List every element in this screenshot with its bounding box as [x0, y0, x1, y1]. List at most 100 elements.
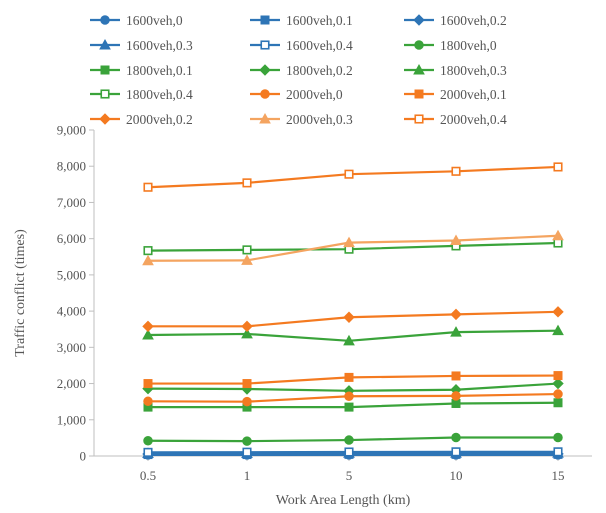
series: [143, 389, 563, 407]
legend-label: 1600veh,0.2: [440, 13, 507, 28]
data-point: [241, 320, 253, 333]
data-point: [242, 245, 252, 255]
legend-label: 2000veh,0.4: [440, 112, 507, 127]
data-point: [553, 432, 563, 443]
series: [143, 398, 563, 412]
x-tick-label: 10: [450, 468, 463, 483]
data-point: [242, 396, 252, 407]
data-point: [451, 432, 461, 443]
x-axis-ticks: 0.5 1 5 10 15: [140, 456, 565, 483]
data-point: [553, 398, 563, 408]
legend-label: 2000veh,0: [286, 87, 343, 102]
data-point: [242, 447, 252, 457]
data-point: [344, 372, 354, 382]
y-tick-label: 9,000: [57, 123, 86, 138]
legend-label: 1800veh,0.4: [126, 87, 193, 102]
data-point: [242, 178, 252, 188]
legend-item: 1800veh,0: [404, 38, 497, 53]
legend-marker: [99, 113, 111, 125]
data-point: [552, 306, 564, 318]
y-tick-label: 5,000: [57, 267, 86, 282]
legend-item: 2000veh,0.2: [90, 112, 193, 127]
data-point: [553, 371, 563, 381]
data-point: [143, 182, 153, 192]
data-point: [553, 389, 563, 399]
data-point: [450, 308, 462, 321]
data-point: [242, 379, 252, 389]
data-point: [450, 234, 462, 245]
legend-marker: [414, 114, 424, 124]
legend-label: 2000veh,0.2: [126, 112, 193, 127]
legend-label: 1600veh,0.3: [126, 38, 193, 53]
legend-marker: [413, 14, 425, 26]
legend-marker: [260, 89, 270, 99]
series: [142, 324, 564, 346]
data-point: [553, 162, 563, 172]
y-tick-label: 6,000: [57, 231, 86, 246]
data-point: [451, 371, 461, 381]
series-line: [147, 329, 559, 342]
data-point: [552, 324, 564, 336]
x-axis-title: Work Area Length (km): [276, 493, 411, 508]
series: [142, 306, 564, 333]
legend-item: 1600veh,0: [90, 13, 183, 28]
data-point: [344, 435, 354, 445]
legend-label: 2000veh,0.3: [286, 112, 353, 127]
legend-item: 1800veh,0.2: [250, 63, 353, 78]
series: [143, 238, 563, 256]
series: [143, 371, 563, 389]
data-point: [450, 326, 462, 337]
legend-marker: [259, 64, 271, 76]
legend-item: 1600veh,0.3: [90, 38, 193, 53]
y-tick-label: 0: [80, 449, 87, 464]
data-point: [241, 254, 253, 265]
legend-item: 2000veh,0: [250, 87, 343, 102]
legend-marker: [260, 15, 270, 25]
legend-marker: [414, 89, 424, 99]
legend-marker: [100, 15, 110, 25]
data-point: [552, 377, 564, 390]
series: [143, 162, 563, 192]
data-point: [343, 334, 355, 346]
legend-marker: [100, 65, 110, 75]
y-axis-ticks: 0 1,000 2,000 3,000 4,000 5,000 6,000 7,000 8,00…: [57, 123, 94, 464]
x-tick-label: 0.5: [140, 468, 156, 483]
legend-label: 2000veh,0.1: [440, 87, 507, 102]
data-point: [343, 236, 355, 248]
data-point: [451, 166, 461, 176]
legend: 1600veh,0 1600veh,0.1 1600veh,0.2 1600veh,0…: [90, 13, 507, 127]
legend-item: 1600veh,0.2: [404, 13, 507, 28]
data-point: [344, 447, 354, 457]
data-point: [553, 238, 563, 248]
legend-label: 1600veh,0.1: [286, 13, 353, 28]
legend-label: 1800veh,0: [440, 38, 497, 53]
data-point: [142, 320, 154, 333]
data-point: [143, 447, 153, 457]
legend-label: 1800veh,0.2: [286, 63, 353, 78]
data-point: [143, 396, 153, 407]
data-point: [343, 311, 355, 323]
data-point: [451, 398, 461, 408]
y-tick-label: 3,000: [57, 340, 86, 355]
axes: 0 1,000 2,000 3,000 4,000 5,000 6,000 7,000 8,00…: [13, 123, 592, 508]
data-point: [143, 436, 153, 446]
data-point: [344, 391, 354, 401]
series: [143, 447, 563, 457]
data-point: [143, 246, 153, 256]
legend-label: 1600veh,0: [126, 13, 183, 28]
legend-item: 2000veh,0.1: [404, 87, 507, 102]
data-point: [344, 169, 354, 179]
y-tick-label: 1,000: [57, 412, 86, 427]
legend-item: 1600veh,0.1: [250, 13, 353, 28]
data-point: [552, 229, 564, 241]
legend-marker: [100, 89, 110, 99]
x-tick-label: 5: [346, 468, 353, 483]
y-tick-label: 7,000: [57, 195, 86, 210]
legend-item: 1800veh,0.4: [90, 87, 193, 102]
data-point: [242, 436, 252, 446]
x-tick-label: 15: [552, 468, 565, 483]
legend-label: 1600veh,0.4: [286, 38, 353, 53]
legend-marker: [414, 40, 424, 50]
legend-item: 2000veh,0.3: [250, 112, 353, 127]
